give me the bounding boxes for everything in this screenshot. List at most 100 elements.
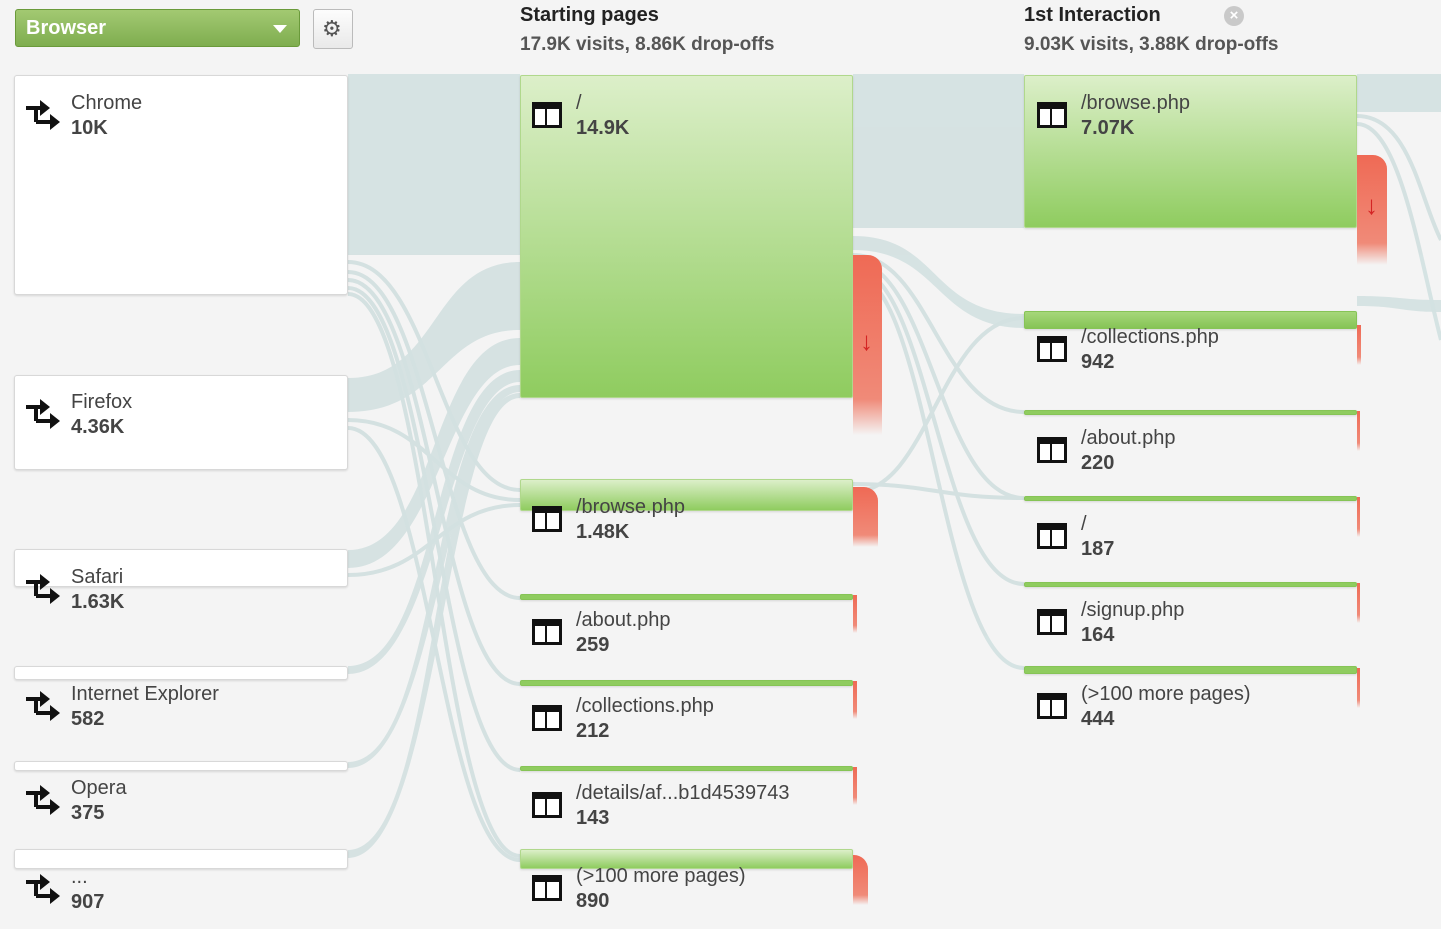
page-icon: [532, 506, 562, 532]
flow-band: [348, 262, 520, 412]
page-icon: [1037, 336, 1067, 362]
dropoff-bar[interactable]: [853, 487, 878, 547]
page-icon: [532, 619, 562, 645]
flow-strand: [347, 292, 521, 858]
flow-band: [853, 74, 1024, 228]
dimension-select-label: Browser: [26, 17, 107, 39]
arrows-icon: [26, 399, 60, 429]
flow-band: [348, 338, 520, 568]
browser-value: 907: [71, 891, 105, 913]
page-label: (>100 more pages): [1081, 683, 1251, 705]
browser-value: 10K: [71, 117, 108, 139]
browser-value: 4.36K: [71, 416, 125, 438]
browser-label: Internet Explorer: [71, 683, 219, 705]
page-value: 14.9K: [576, 117, 630, 139]
page-value: 187: [1081, 538, 1115, 560]
page-value: 444: [1081, 708, 1115, 730]
page-icon: [532, 705, 562, 731]
close-column-button[interactable]: ×: [1224, 6, 1244, 26]
flow-band: [853, 236, 1024, 328]
flow-strand: [852, 316, 1025, 494]
browser-node-other[interactable]: [14, 849, 348, 869]
flow-strand: [347, 503, 521, 577]
dropoff-bar[interactable]: [853, 681, 857, 719]
page-label: /browse.php: [1081, 92, 1190, 114]
flow-strand: [347, 260, 521, 492]
page-icon: [1037, 523, 1067, 549]
dropoff-bar[interactable]: [1357, 583, 1360, 623]
column-summary: 17.9K visits, 8.86K drop-offs: [520, 34, 775, 55]
start-page-node-browse[interactable]: [520, 479, 853, 511]
interaction-node-collections[interactable]: [1024, 311, 1357, 329]
page-label: /collections.php: [1081, 326, 1219, 348]
page-label: /browse.php: [576, 496, 685, 518]
page-label: /: [1081, 513, 1087, 535]
page-icon: [1037, 102, 1067, 128]
interaction-node-signup[interactable]: [1024, 582, 1357, 587]
page-value: 164: [1081, 624, 1115, 646]
column-title: Starting pages: [520, 4, 659, 26]
page-icon: [532, 792, 562, 818]
flow-strand: [1356, 114, 1441, 241]
dropoff-bar[interactable]: [853, 255, 882, 435]
interaction-node-more[interactable]: [1024, 666, 1357, 674]
arrows-icon: [26, 785, 60, 815]
browser-label: ...: [71, 866, 88, 888]
browser-node-internet-explorer[interactable]: [14, 666, 348, 680]
interaction-node-about[interactable]: [1024, 410, 1357, 415]
flow-band: [1357, 296, 1441, 312]
browser-node-chrome[interactable]: [14, 75, 348, 295]
dropoff-bar[interactable]: [1357, 668, 1360, 708]
start-page-node-collections[interactable]: [520, 680, 853, 686]
arrows-icon: [26, 574, 60, 604]
start-page-node-details[interactable]: [520, 766, 853, 771]
interaction-node-root[interactable]: [1024, 496, 1357, 501]
dropoff-bar[interactable]: [1357, 497, 1360, 537]
dropoff-bar[interactable]: [853, 767, 857, 805]
browser-label: Chrome: [71, 92, 143, 114]
page-icon: [1037, 437, 1067, 463]
page-value: 890: [576, 890, 610, 912]
dropoff-bar[interactable]: [1357, 411, 1360, 451]
browser-value: 582: [71, 708, 105, 730]
flow-strand: [347, 286, 521, 772]
column-summary: 9.03K visits, 3.88K drop-offs: [1024, 34, 1279, 55]
browser-node-firefox[interactable]: [14, 375, 348, 470]
page-label: (>100 more pages): [576, 865, 746, 887]
page-value: 259: [576, 634, 610, 656]
browser-node-opera[interactable]: [14, 761, 348, 771]
page-label: /about.php: [1081, 427, 1176, 449]
flow-band: [348, 74, 520, 255]
flow-strand: [347, 426, 521, 862]
interaction-node-browse[interactable]: [1024, 75, 1357, 228]
flow-strand: [347, 418, 521, 502]
flow-band: [1357, 74, 1441, 112]
browser-value: 375: [71, 802, 105, 824]
browser-label: Safari: [71, 566, 124, 588]
arrows-icon: [26, 691, 60, 721]
page-icon: [1037, 609, 1067, 635]
page-icon: [532, 875, 562, 901]
page-icon: [1037, 693, 1067, 719]
dropoff-bar[interactable]: [1357, 155, 1387, 265]
page-value: 1.48K: [576, 521, 630, 543]
browser-node-safari[interactable]: [14, 549, 348, 587]
browser-label: Opera: [71, 777, 127, 799]
start-page-node-more[interactable]: [520, 849, 853, 869]
gear-icon: ⚙: [322, 16, 342, 41]
settings-button[interactable]: ⚙: [313, 9, 353, 49]
page-label: /details/af...b1d4539743: [576, 782, 790, 804]
page-value: 942: [1081, 351, 1115, 373]
page-value: 212: [576, 720, 610, 742]
chevron-down-icon: [273, 25, 287, 33]
flow-strand: [1356, 122, 1441, 341]
dropoff-bar[interactable]: [1357, 325, 1361, 365]
start-page-node-about[interactable]: [520, 594, 853, 600]
start-page-node-root[interactable]: [520, 75, 853, 398]
dimension-select[interactable]: Browser: [15, 9, 300, 47]
dropoff-bar[interactable]: [853, 595, 857, 633]
column-title: 1st Interaction: [1024, 4, 1161, 26]
dropoff-bar[interactable]: [853, 855, 868, 905]
